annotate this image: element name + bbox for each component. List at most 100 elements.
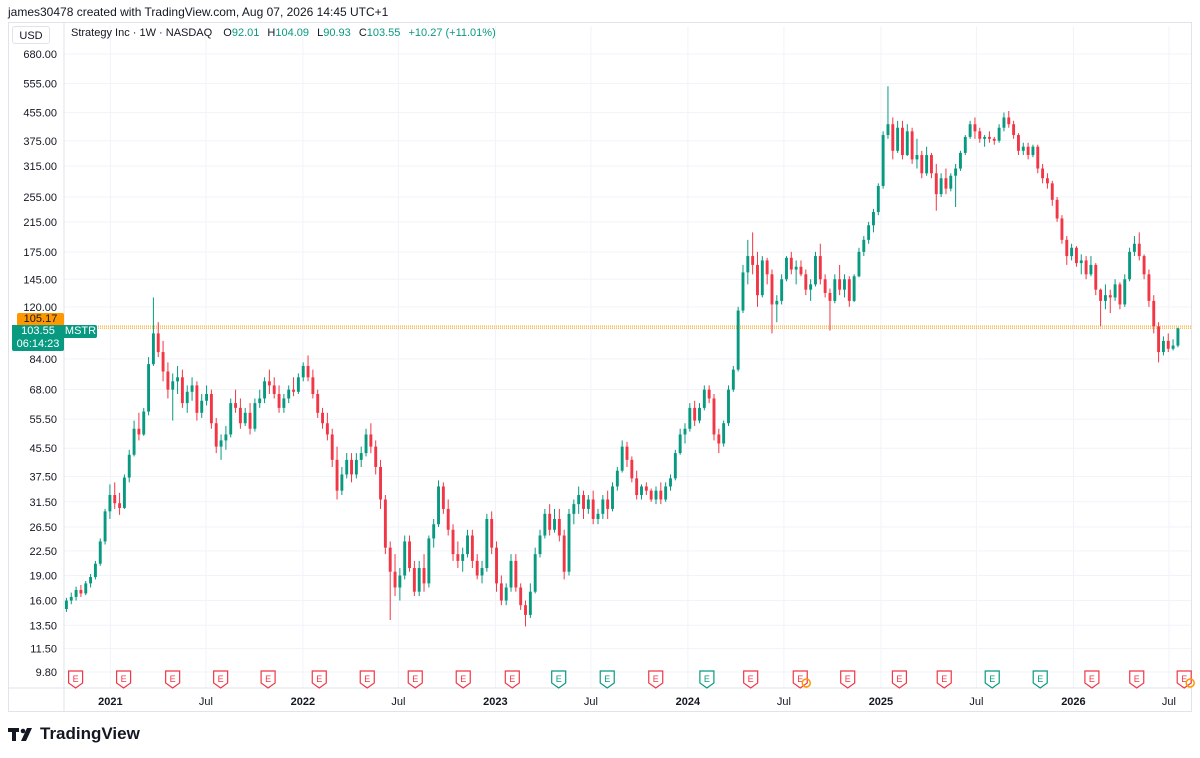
candle-body xyxy=(833,279,837,301)
candle-body xyxy=(954,168,958,176)
ticker-tag: MSTR xyxy=(64,325,97,338)
earnings-marker-icon[interactable]: E xyxy=(260,670,276,689)
candle-body xyxy=(673,453,677,479)
candle-body xyxy=(514,560,518,588)
candle-body xyxy=(180,377,184,404)
symbol-description[interactable]: Strategy Inc · 1W · NASDAQ xyxy=(71,27,213,39)
candle-body xyxy=(132,428,136,455)
candle-body xyxy=(1094,264,1098,290)
tradingview-logo[interactable]: TradingView xyxy=(8,724,140,744)
candle-body xyxy=(591,499,595,519)
candle-body xyxy=(596,513,600,519)
x-tick-label: 2021 xyxy=(98,696,122,708)
candle-body xyxy=(538,535,542,555)
candle-body xyxy=(485,518,489,569)
earnings-marker-icon[interactable]: E xyxy=(115,670,132,689)
svg-text:E: E xyxy=(509,674,515,684)
candle-body xyxy=(611,486,614,509)
candle-body xyxy=(896,127,900,151)
candle-body xyxy=(219,440,223,447)
earnings-marker-icon[interactable]: E xyxy=(311,670,327,689)
candle-body xyxy=(499,583,503,601)
candle-body xyxy=(1113,284,1117,298)
candle-body xyxy=(852,276,856,301)
candle-body xyxy=(200,400,204,413)
y-tick-label: 37.50 xyxy=(29,471,57,483)
candle-body xyxy=(224,434,228,441)
earnings-marker-icon[interactable]: E xyxy=(551,670,567,689)
candle-body xyxy=(1176,328,1180,346)
currency-button[interactable]: USD xyxy=(12,26,50,44)
earnings-marker-icon[interactable]: E xyxy=(407,670,423,689)
candle-body xyxy=(664,486,668,500)
candle-body xyxy=(987,136,991,139)
earnings-marker-icon[interactable]: E xyxy=(504,670,520,689)
open-label: O xyxy=(223,27,232,39)
candle-body xyxy=(446,508,450,530)
candle-body xyxy=(862,239,866,252)
x-tick-label: 2025 xyxy=(869,696,893,708)
x-tick-label: 2026 xyxy=(1061,696,1085,708)
earnings-marker-icon[interactable]: E xyxy=(165,670,181,689)
candle-body xyxy=(161,352,165,372)
y-tick-label: 11.50 xyxy=(30,644,57,656)
earnings-marker-icon[interactable]: E xyxy=(359,670,375,689)
earnings-marker-icon[interactable]: E xyxy=(213,670,229,689)
svg-text:E: E xyxy=(845,674,851,684)
y-tick-label: 16.00 xyxy=(29,596,57,608)
svg-text:E: E xyxy=(941,674,947,684)
earnings-marker-icon[interactable]: E xyxy=(1084,670,1100,689)
candle-body xyxy=(949,175,953,189)
y-tick-label: 255.00 xyxy=(23,192,57,204)
candle-body xyxy=(451,529,455,555)
candle-body xyxy=(1137,243,1141,257)
candle-body xyxy=(1132,243,1136,252)
candle-body xyxy=(630,459,634,479)
candle-body xyxy=(669,478,672,487)
candle-body xyxy=(785,257,788,280)
candle-body xyxy=(838,279,842,290)
candle-body xyxy=(151,333,155,365)
candle-body xyxy=(741,272,745,311)
candle-body xyxy=(267,381,271,386)
candle-body xyxy=(847,279,851,301)
y-tick-label: 175.00 xyxy=(23,247,57,259)
candle-body xyxy=(316,393,320,413)
high-label: H xyxy=(267,27,276,39)
earnings-marker-icon[interactable]: E xyxy=(68,670,84,689)
candle-body xyxy=(543,513,547,536)
y-tick-label: 19.00 xyxy=(29,570,57,582)
candle-body xyxy=(470,535,474,561)
candle-body xyxy=(804,274,808,290)
candle-body xyxy=(707,389,711,399)
candle-body xyxy=(765,260,769,275)
earnings-marker-icon[interactable]: E xyxy=(891,670,908,689)
candle-body xyxy=(432,524,436,539)
chart-frame[interactable] xyxy=(8,22,1192,712)
earnings-marker-icon[interactable]: E xyxy=(1032,670,1048,689)
last-price-tag: 103.55 xyxy=(12,325,64,338)
candle-body xyxy=(388,547,392,572)
earnings-marker-icon[interactable]: E xyxy=(599,670,615,689)
candle-body xyxy=(814,256,817,285)
earnings-marker-icon[interactable]: E xyxy=(984,670,1000,689)
earnings-marker-icon[interactable]: E xyxy=(743,670,759,689)
candle-body xyxy=(383,499,387,548)
candle-body xyxy=(171,381,175,390)
earnings-marker-icon[interactable]: E xyxy=(648,670,664,689)
earnings-marker-icon[interactable]: E xyxy=(455,670,471,689)
svg-text:E: E xyxy=(989,674,995,684)
candle-body xyxy=(577,495,581,505)
earnings-marker-icon[interactable]: E xyxy=(699,670,715,689)
candle-body xyxy=(1055,199,1059,219)
candle-body xyxy=(287,389,291,399)
candle-body xyxy=(229,403,233,435)
earnings-marker-icon[interactable]: E xyxy=(1129,670,1145,689)
candle-body xyxy=(166,371,170,390)
candle-body xyxy=(910,131,914,160)
earnings-marker-icon[interactable]: E xyxy=(936,670,952,689)
candle-body xyxy=(693,407,697,421)
earnings-marker-icon[interactable]: E xyxy=(840,670,856,689)
candle-body xyxy=(876,185,880,213)
